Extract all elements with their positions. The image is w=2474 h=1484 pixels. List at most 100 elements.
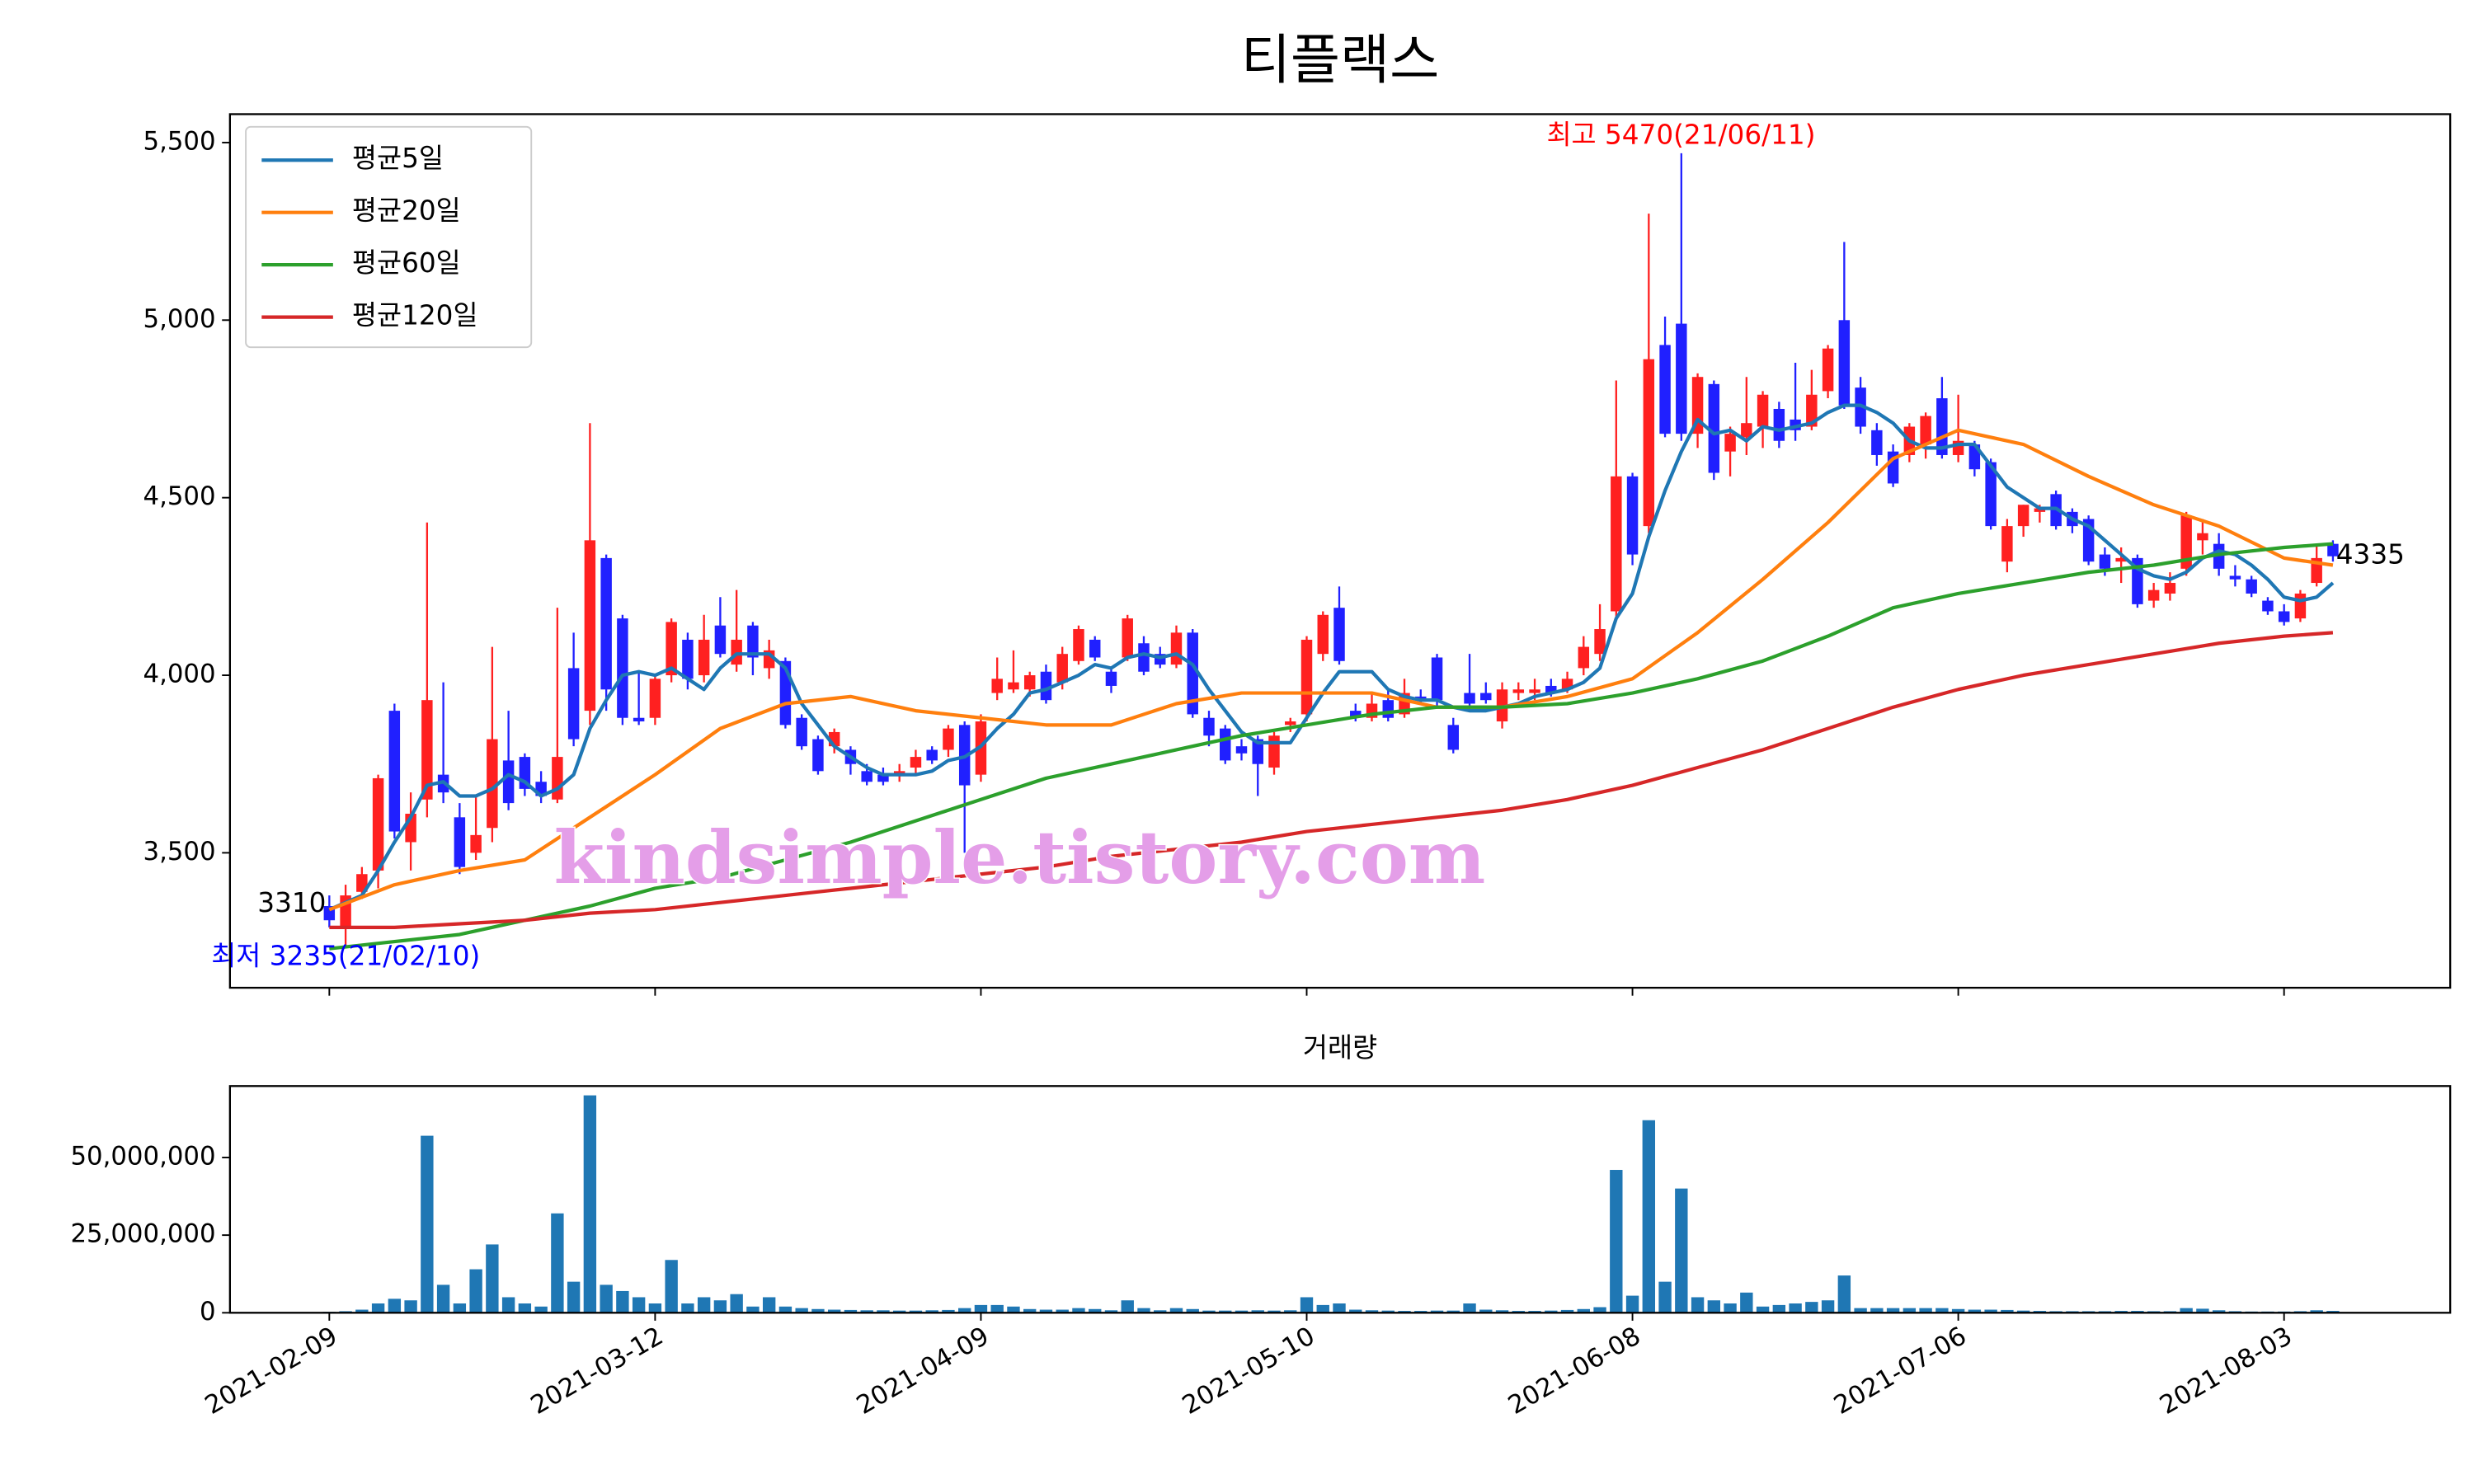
volume-bar bbox=[1919, 1308, 1932, 1313]
candle-body bbox=[1838, 320, 1851, 406]
volume-bar bbox=[1837, 1275, 1851, 1313]
volume-bar bbox=[892, 1310, 906, 1313]
candle-body bbox=[2180, 515, 2192, 569]
candle-body bbox=[1594, 629, 1606, 655]
volume-bar bbox=[974, 1304, 988, 1313]
volume-bar bbox=[1430, 1310, 1444, 1313]
volume-bar bbox=[811, 1308, 825, 1313]
volume-bar bbox=[1935, 1308, 1949, 1313]
volume-bar bbox=[583, 1095, 597, 1313]
volume-bar bbox=[958, 1308, 971, 1313]
volume-bar bbox=[746, 1306, 760, 1313]
volume-bar bbox=[404, 1300, 417, 1313]
candle-body bbox=[666, 622, 677, 676]
volume-bar bbox=[990, 1304, 1004, 1313]
volume-bar bbox=[1658, 1281, 1672, 1313]
volume-bar bbox=[600, 1284, 613, 1313]
volume-bar bbox=[1984, 1309, 1997, 1313]
candle-body bbox=[1529, 689, 1540, 693]
volume-bar bbox=[1625, 1295, 1639, 1313]
volume-bar bbox=[860, 1310, 873, 1313]
candle-body bbox=[1333, 608, 1345, 661]
volume-bar bbox=[551, 1213, 564, 1313]
volume-bar bbox=[1479, 1309, 1493, 1313]
y-tick-label: 5,000 bbox=[143, 304, 216, 334]
axes-frame bbox=[228, 113, 2452, 989]
volume-bar bbox=[648, 1303, 662, 1313]
volume-bar bbox=[909, 1310, 923, 1313]
y-tick-label: 4,500 bbox=[143, 481, 216, 511]
volume-bar bbox=[1023, 1308, 1037, 1313]
volume-bar bbox=[453, 1303, 467, 1313]
volume-bar bbox=[1089, 1308, 1102, 1313]
volume-bar bbox=[436, 1284, 450, 1313]
candle-body bbox=[2164, 583, 2176, 594]
candle-body bbox=[893, 771, 905, 775]
candle-body bbox=[2017, 505, 2030, 527]
volume-bar bbox=[2016, 1310, 2030, 1313]
annotation: 최고 5470(21/06/11) bbox=[1546, 119, 1815, 150]
candle-body bbox=[1317, 614, 1329, 655]
volume-bar bbox=[1186, 1308, 1199, 1313]
volume-bar bbox=[1610, 1170, 1623, 1313]
candle-body bbox=[926, 749, 938, 761]
volume-bar bbox=[1968, 1309, 1982, 1313]
volume-bar bbox=[1154, 1310, 1167, 1313]
candle-body bbox=[1659, 345, 1671, 434]
volume-bar bbox=[388, 1298, 402, 1313]
legend-label: 평균60일 bbox=[352, 247, 461, 279]
candle-body bbox=[2278, 611, 2290, 622]
volume-bar bbox=[1007, 1306, 1020, 1313]
candle-body bbox=[1480, 693, 1492, 701]
candle-body bbox=[1724, 434, 1736, 452]
volume-bar bbox=[2310, 1310, 2323, 1313]
candle-body bbox=[1138, 643, 1150, 672]
volume-bar bbox=[1056, 1309, 1069, 1313]
volume-bar bbox=[1707, 1300, 1721, 1313]
candle-body bbox=[1350, 711, 1362, 718]
candle-body bbox=[1611, 476, 1622, 612]
volume-bar bbox=[1446, 1310, 1460, 1313]
candle-body bbox=[2246, 579, 2257, 594]
candle-body bbox=[731, 639, 742, 665]
ma-line bbox=[328, 403, 2335, 912]
candle-body bbox=[2197, 533, 2208, 541]
volume-bar bbox=[713, 1300, 727, 1313]
candle-body bbox=[1023, 675, 1036, 690]
volume-bar bbox=[1724, 1303, 1737, 1313]
volume-bar bbox=[1593, 1307, 1606, 1313]
volume-bar bbox=[567, 1281, 581, 1313]
candle-body bbox=[682, 639, 694, 679]
volume-bar bbox=[1805, 1302, 1818, 1313]
volume-bar bbox=[697, 1297, 711, 1313]
volume-bar bbox=[2196, 1308, 2209, 1313]
volume-bar bbox=[844, 1309, 858, 1313]
volume-bar bbox=[1072, 1308, 1085, 1313]
candle-body bbox=[1806, 394, 1818, 427]
volume-bar bbox=[1545, 1310, 1558, 1313]
volume-bar bbox=[1821, 1300, 1835, 1313]
volume-bar bbox=[469, 1269, 482, 1313]
volume-bar bbox=[1300, 1297, 1314, 1313]
candle-body bbox=[1285, 721, 1296, 726]
candle-body bbox=[1741, 423, 1752, 438]
candle-body bbox=[2034, 508, 2046, 512]
candle-body bbox=[2001, 526, 2013, 562]
candle-body bbox=[2327, 543, 2339, 556]
candle-body bbox=[2099, 554, 2111, 569]
volume-bar bbox=[1772, 1304, 1786, 1313]
volume-bar bbox=[1642, 1120, 1656, 1313]
volume-bar bbox=[827, 1309, 841, 1313]
candle-body bbox=[1089, 639, 1101, 658]
candle-body bbox=[1708, 383, 1720, 473]
volume-bar bbox=[486, 1244, 499, 1313]
candle-body bbox=[1040, 671, 1052, 701]
ma-line bbox=[329, 542, 2334, 951]
volume-bar bbox=[1951, 1308, 1965, 1313]
candle-body bbox=[812, 739, 824, 772]
candle-body bbox=[552, 757, 563, 800]
candle-body bbox=[1203, 717, 1215, 736]
volume-bar bbox=[795, 1308, 808, 1313]
